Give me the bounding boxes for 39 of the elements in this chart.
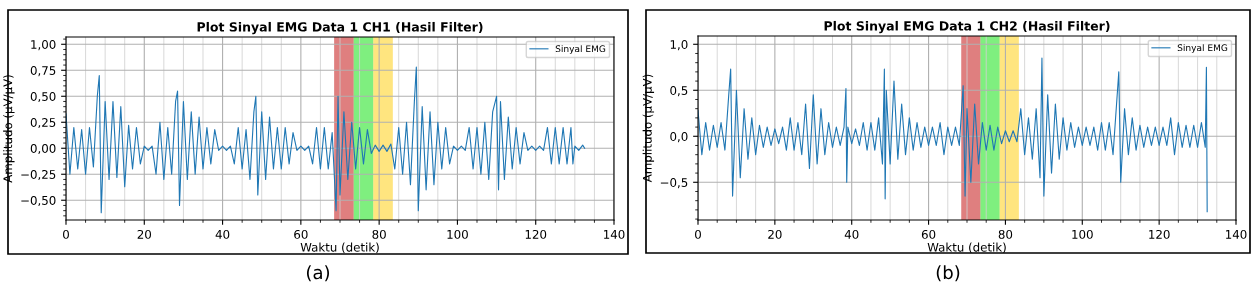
y-tick-label: 0,0: [670, 132, 688, 143]
x-tick-label: 120: [1149, 229, 1170, 239]
y-tick-label: 0,25: [30, 117, 56, 129]
x-tick-label: 20: [137, 229, 152, 239]
y-tick-label: 0,75: [30, 66, 56, 77]
chart-title: Plot Sinyal EMG Data 1 CH2 (Hasil Filter): [824, 20, 1110, 34]
text: (a): [306, 265, 330, 282]
x-tick-label: 60: [921, 229, 936, 239]
y-tick-label: 0,5: [670, 86, 688, 97]
y-tick-label: −0,5: [660, 178, 688, 189]
legend-label: Sinyal EMG: [1177, 44, 1228, 53]
chart-title: Plot Sinyal EMG Data 1 CH1 (Hasil Filter): [197, 21, 483, 35]
x-tick-label: 140: [604, 229, 625, 239]
line-series: [66, 66, 586, 214]
x-tick-label: 80: [372, 229, 386, 239]
x-tick-label: 60: [294, 229, 308, 239]
x-axis-title: Waktu (detik): [927, 242, 1006, 254]
x-tick-label: 120: [525, 229, 547, 239]
y-tick-label: −0,25: [21, 169, 56, 181]
line-series: [698, 57, 1208, 213]
y-axis-title: Amplitudo (µV/µV): [3, 75, 15, 183]
y-tick-label: 0,50: [30, 91, 56, 103]
x-tick-label: 100: [447, 229, 468, 239]
y-tick-label: 1,00: [31, 40, 56, 51]
legend-label: Sinyal EMG: [555, 45, 606, 54]
y-tick-label: 0,00: [30, 143, 56, 155]
y-tick-label: 1,0: [670, 40, 688, 51]
x-tick-label: 0: [63, 229, 69, 239]
y-tick-label: −0,50: [21, 195, 56, 207]
text: (b): [936, 265, 960, 282]
x-tick-label: 100: [1072, 229, 1093, 239]
x-axis-title: Waktu (detik): [300, 242, 379, 254]
y-axis-title: Amplitudo (µV/µV): [642, 74, 655, 183]
x-tick-label: 20: [768, 229, 782, 239]
x-tick-label: 140: [1226, 229, 1247, 239]
x-tick-label: 40: [844, 229, 859, 239]
x-tick-label: 0: [695, 229, 701, 239]
x-tick-label: 80: [998, 229, 1013, 239]
x-tick-label: 40: [215, 229, 230, 239]
